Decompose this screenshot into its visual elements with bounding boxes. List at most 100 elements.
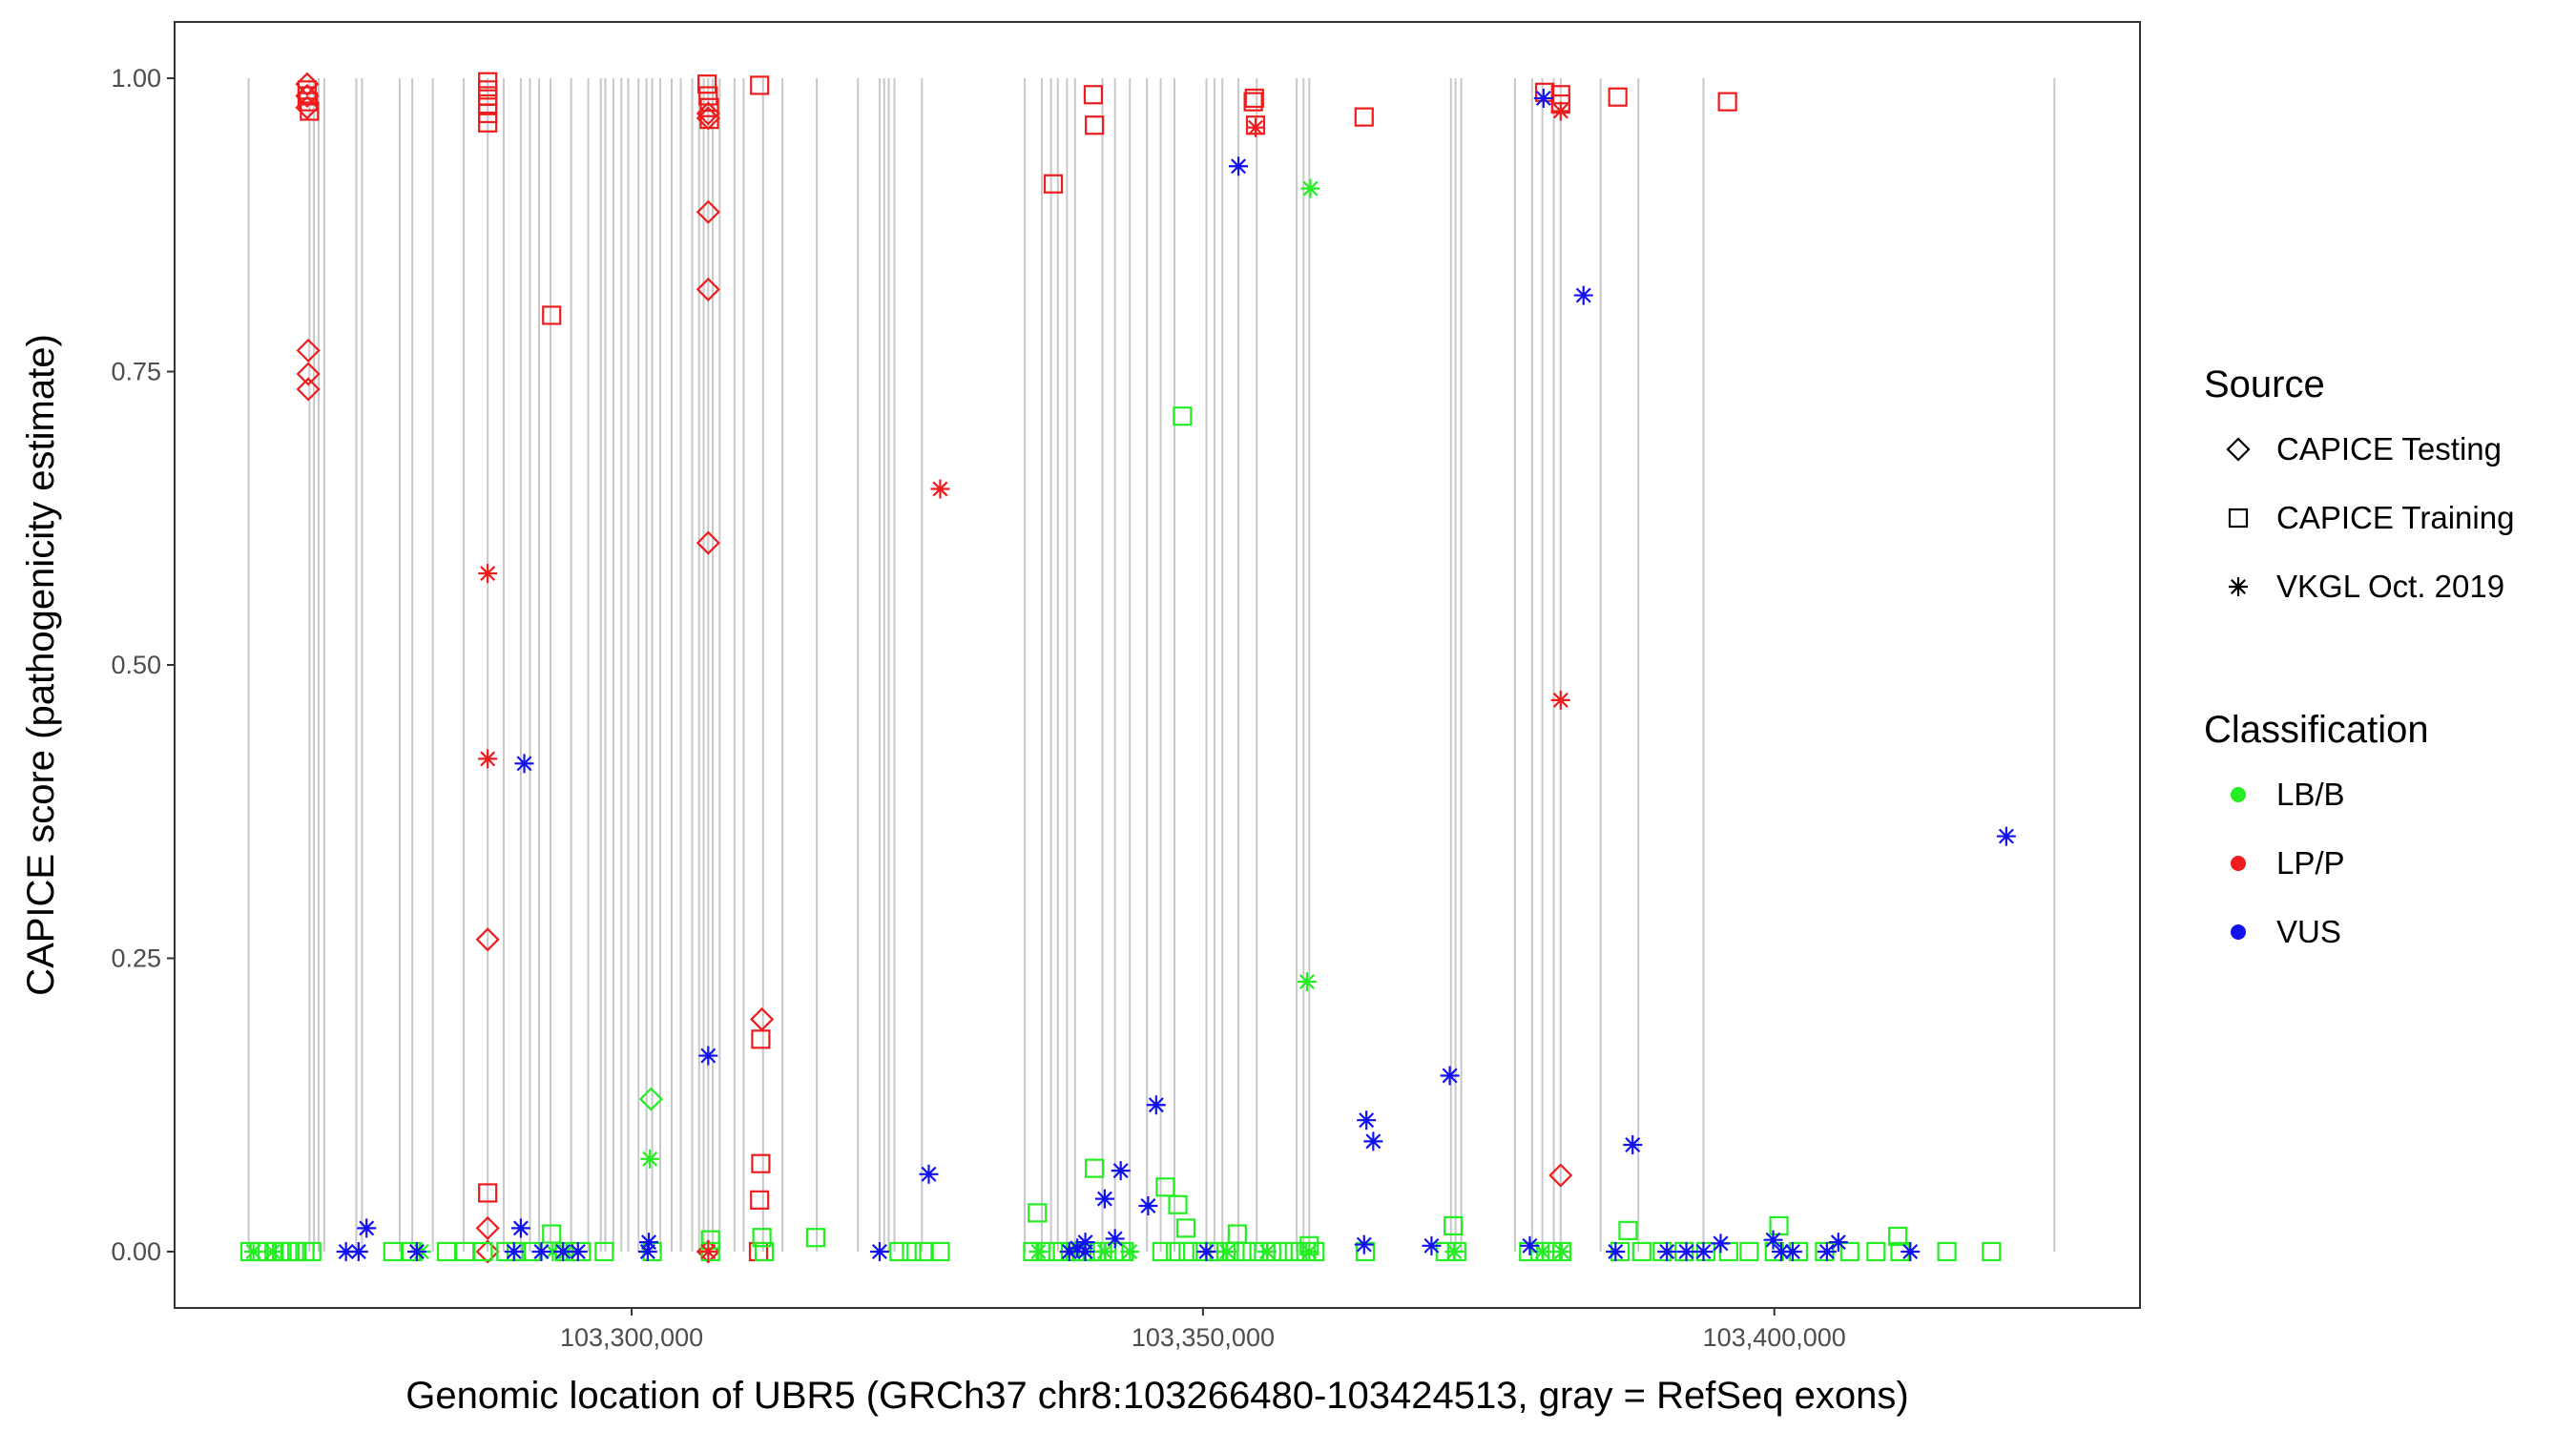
legend-source-label-testing: CAPICE Testing [2276, 431, 2502, 467]
data-point [475, 927, 500, 952]
data-point [1166, 1241, 1186, 1262]
data-point [751, 1153, 771, 1173]
data-point [1739, 1241, 1759, 1262]
data-point [455, 1241, 475, 1262]
data-point [1711, 1234, 1731, 1254]
x-tick-label: 103,400,000 [1703, 1323, 1846, 1352]
data-point [1422, 1235, 1442, 1255]
data-point [1229, 156, 1249, 176]
data-point [1693, 1241, 1714, 1261]
data-point [1236, 1241, 1257, 1262]
data-point [514, 754, 534, 774]
data-point [475, 1239, 500, 1264]
data-point [1550, 690, 1570, 710]
data-point [300, 101, 320, 121]
legend-source-key-asterisk [2229, 577, 2248, 596]
legend: Source CAPICE Testing CAPICE Training VK… [2204, 363, 2514, 949]
data-point [1244, 88, 1264, 109]
data-point [1168, 1194, 1188, 1214]
data-point [1866, 1241, 1886, 1262]
data-point [543, 1241, 563, 1261]
data-point [697, 74, 717, 94]
data-point [1573, 285, 1593, 305]
data-point [1771, 1241, 1791, 1261]
data-point [1763, 1230, 1783, 1250]
x-tick-label: 103,300,000 [560, 1323, 703, 1352]
data-point [919, 1164, 939, 1184]
data-point [1028, 1203, 1048, 1223]
data-point [1782, 1241, 1802, 1261]
data-point [930, 1241, 950, 1262]
legend-class-key-dot [2231, 924, 2246, 940]
data-point [478, 113, 498, 133]
data-point [1444, 1215, 1464, 1236]
data-point [1354, 107, 1374, 127]
data-point [1354, 1234, 1374, 1255]
data-point [640, 1149, 660, 1169]
data-point [698, 1241, 718, 1261]
data-point [869, 1241, 889, 1261]
data-point [699, 97, 719, 117]
data-point [296, 338, 321, 363]
data-point [542, 305, 562, 325]
data-point [1196, 1241, 1216, 1261]
data-point [1173, 406, 1193, 426]
data-point [383, 1241, 403, 1262]
data-point [296, 377, 321, 402]
data-point [473, 1241, 493, 1262]
data-point [1075, 1241, 1095, 1261]
legend-class-key-dot [2231, 856, 2246, 871]
data-point [752, 1228, 772, 1248]
data-point [639, 1233, 659, 1253]
data-point [698, 86, 718, 106]
data-point [754, 1241, 775, 1262]
data-point [531, 1241, 551, 1261]
data-point [1657, 1241, 1677, 1261]
data-point [699, 109, 719, 130]
data-point [1178, 1241, 1198, 1262]
data-point [1606, 1241, 1626, 1261]
data-point [1440, 1066, 1460, 1086]
data-point [1094, 1189, 1114, 1209]
data-point [1676, 1241, 1696, 1261]
data-point [1357, 1110, 1377, 1130]
data-point [478, 1183, 498, 1203]
axes: 0.00 0.25 0.50 0.75 1.00 103,300,000 103,350,0… [111, 64, 1845, 1352]
data-point [478, 749, 498, 769]
data-point [348, 1241, 368, 1261]
data-point [475, 1215, 500, 1240]
data-point [436, 1241, 457, 1262]
legend-source-keys [2226, 437, 2251, 596]
data-point [510, 1218, 530, 1238]
data-point [1243, 92, 1263, 112]
legend-source-key-diamond [2226, 437, 2251, 462]
legend-source-title: Source [2204, 363, 2325, 405]
legend-class-label-vus: VUS [2276, 914, 2341, 949]
data-point [696, 199, 720, 224]
data-point [1043, 174, 1064, 194]
data-point [1152, 1241, 1172, 1262]
data-points [239, 72, 2016, 1264]
y-axis-title: CAPICE score (pathogenicity estimate) [20, 334, 62, 996]
data-point [1068, 1238, 1088, 1258]
data-point [930, 479, 950, 499]
data-point [1083, 85, 1104, 105]
data-point [1550, 101, 1570, 121]
data-point [1028, 1241, 1049, 1261]
data-point [1085, 115, 1105, 135]
data-point [696, 277, 720, 301]
data-point [1982, 1241, 2002, 1262]
data-point [1299, 1241, 1319, 1261]
data-point [1548, 1163, 1573, 1188]
data-point [1059, 1241, 1079, 1261]
legend-source-label-vkgl: VKGL Oct. 2019 [2276, 569, 2504, 604]
data-point [1111, 1161, 1131, 1181]
data-point [1839, 1241, 1859, 1262]
data-point [1155, 1177, 1175, 1197]
data-point [1608, 87, 1628, 107]
data-point [750, 1190, 770, 1210]
y-tick-label: 0.25 [111, 944, 161, 972]
data-point [1717, 92, 1737, 112]
data-point [1246, 117, 1265, 137]
